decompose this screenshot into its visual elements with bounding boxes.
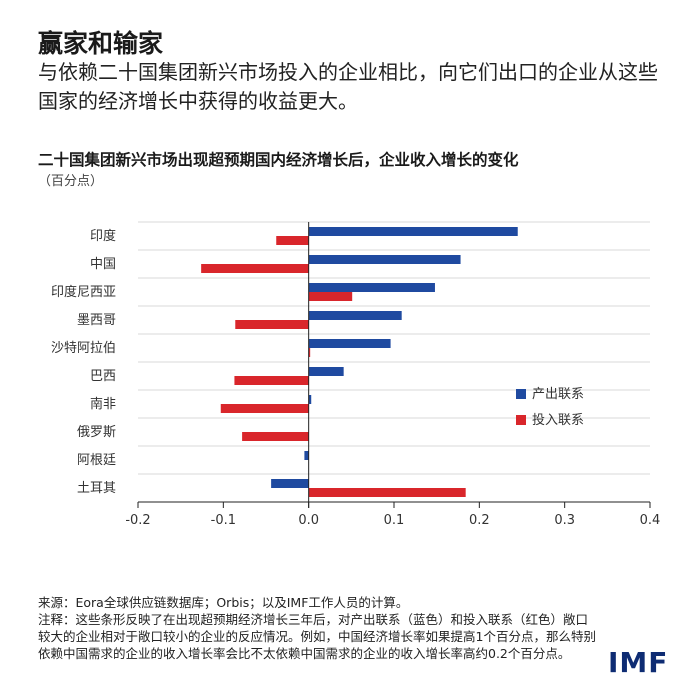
bar-input-linkage: [220, 404, 309, 413]
category-label: 阿根廷: [77, 453, 116, 468]
x-tick-label: 0.1: [384, 513, 405, 528]
legend-label-output: 产出联系: [532, 387, 584, 402]
x-tick-label: 0.2: [469, 513, 490, 528]
bar-output-linkage: [308, 227, 518, 236]
x-tick-label: 0.4: [640, 513, 661, 528]
category-label: 俄罗斯: [77, 425, 116, 440]
bar-output-linkage: [308, 367, 344, 376]
bar-output-linkage: [271, 479, 309, 488]
imf-logo: IMF: [608, 646, 669, 679]
legend-swatch-input: [516, 415, 526, 425]
category-label: 南非: [90, 396, 116, 412]
chart-unit: （百分点）: [38, 174, 104, 189]
bar-output-linkage: [308, 395, 312, 404]
bar-input-linkage: [242, 432, 309, 441]
category-label: 巴西: [90, 369, 116, 384]
bar-input-linkage: [308, 348, 311, 357]
bar-output-linkage: [308, 255, 461, 264]
category-label: 墨西哥: [77, 313, 116, 328]
bar-input-linkage: [276, 236, 309, 245]
bar-output-linkage: [308, 283, 435, 292]
bar-input-linkage: [308, 292, 353, 301]
legend-label-input: 投入联系: [532, 412, 584, 428]
notes: 来源：Eora全球供应链数据库；Orbis；以及IMF工作人员的计算。 注释：这…: [38, 594, 598, 662]
explanatory-note: 注释：这些条形反映了在出现超预期经济增长三年后，对产出联系（蓝色）和投入联系（红…: [38, 612, 596, 661]
x-tick-label: -0.1: [211, 513, 236, 528]
category-label: 土耳其: [77, 481, 116, 496]
bar-output-linkage: [308, 311, 402, 320]
chart-title: 二十国集团新兴市场出现超预期国内经济增长后，企业收入增长的变化: [38, 151, 519, 169]
category-label: 印度: [90, 228, 116, 244]
category-label: 中国: [90, 257, 116, 272]
bar-input-linkage: [234, 376, 309, 385]
page-subtitle: 与依赖二十国集团新兴市场投入的企业相比，向它们出口的企业从这些国家的经济增长中获…: [38, 60, 658, 113]
category-label: 印度尼西亚: [51, 284, 116, 300]
x-tick-label: 0.3: [554, 513, 575, 528]
page-title: 赢家和输家: [38, 29, 164, 58]
bar-output-linkage: [308, 339, 391, 348]
bar-input-linkage: [201, 264, 309, 273]
bar-input-linkage: [308, 488, 466, 497]
category-label: 沙特阿拉伯: [51, 341, 116, 356]
bar-output-linkage: [304, 451, 309, 460]
source-note: 来源：Eora全球供应链数据库；Orbis；以及IMF工作人员的计算。: [38, 595, 409, 610]
legend-swatch-output: [516, 389, 526, 399]
x-tick-label: 0.0: [298, 513, 319, 528]
bar-input-linkage: [235, 320, 309, 329]
x-tick-label: -0.2: [125, 513, 150, 528]
